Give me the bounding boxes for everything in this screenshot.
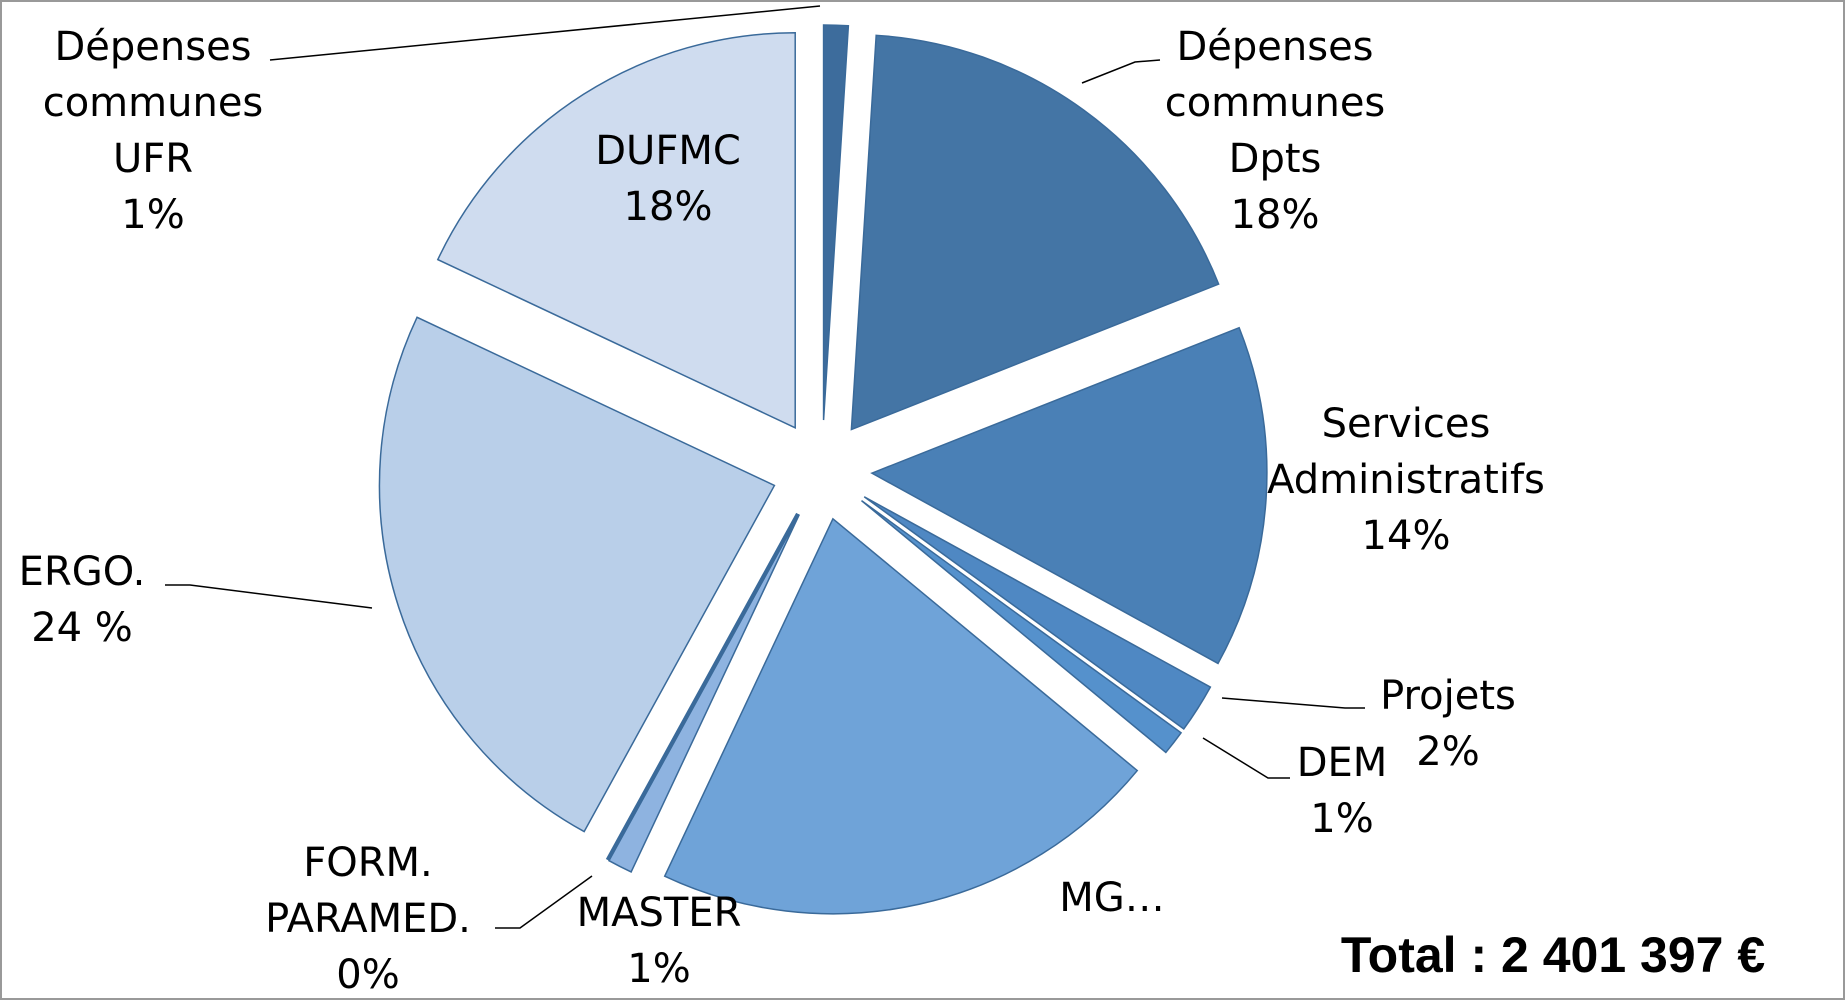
value-label: 1%	[121, 192, 184, 238]
label-line: Services	[1322, 401, 1491, 447]
value-label: 24 %	[31, 605, 133, 651]
leader-line	[1202, 737, 1290, 779]
slice-label: DUFMC	[595, 128, 741, 174]
label-line: Administratifs	[1267, 457, 1545, 503]
value-label: 2%	[1416, 729, 1479, 775]
leader-line	[1221, 697, 1365, 709]
value-label: 18%	[1231, 192, 1320, 238]
label-line: communes	[43, 80, 264, 126]
slice-label: DEM	[1297, 740, 1388, 786]
slice-label: Dépenses communes Dpts	[1165, 24, 1386, 182]
label-line: PARAMED.	[265, 896, 471, 942]
slice-label: FORM. PARAMED.	[265, 840, 471, 942]
label-line: ERGO.	[19, 549, 146, 595]
slice-label: Projets	[1380, 673, 1516, 719]
slice-label: MASTER	[577, 890, 742, 936]
slice-label: Services Administratifs	[1267, 401, 1545, 503]
label-line: MG…	[1059, 875, 1165, 921]
label-line: Dépenses	[1176, 24, 1373, 70]
label-line: FORM.	[303, 840, 433, 886]
pie-slice	[870, 326, 1268, 665]
value-label: 1%	[627, 946, 690, 992]
value-label: 0%	[336, 952, 399, 998]
pie-slice	[378, 316, 776, 833]
pie-slice	[822, 24, 850, 421]
label-line: DEM	[1297, 740, 1388, 786]
slice-label: MG…	[1059, 875, 1165, 921]
value-label: 14%	[1362, 513, 1451, 559]
leader-lines	[165, 5, 1365, 929]
pie-slice	[436, 32, 796, 429]
pie-slice	[863, 496, 1212, 731]
value-label: 18%	[624, 184, 713, 230]
slice-label: ERGO.	[19, 549, 146, 595]
leader-line	[1081, 59, 1161, 84]
pie-slice	[605, 512, 800, 861]
pie-slice	[850, 34, 1220, 431]
label-line: Projets	[1380, 673, 1516, 719]
label-line: UFR	[113, 136, 193, 182]
label-line: communes	[1165, 80, 1386, 126]
label-line: MASTER	[577, 890, 742, 936]
slice-label: Dépenses communes UFR	[43, 24, 264, 182]
pie-slice	[861, 500, 1183, 754]
pie-slice	[663, 517, 1139, 915]
leader-line	[165, 584, 373, 609]
label-line: DUFMC	[595, 128, 741, 174]
leader-line	[269, 5, 821, 61]
leader-line	[495, 875, 593, 929]
label-line: Dpts	[1229, 136, 1322, 182]
label-line: Dépenses	[54, 24, 251, 70]
total-annotation: Total : 2 401 397 €	[1341, 927, 1765, 983]
value-label: 1%	[1310, 796, 1373, 842]
